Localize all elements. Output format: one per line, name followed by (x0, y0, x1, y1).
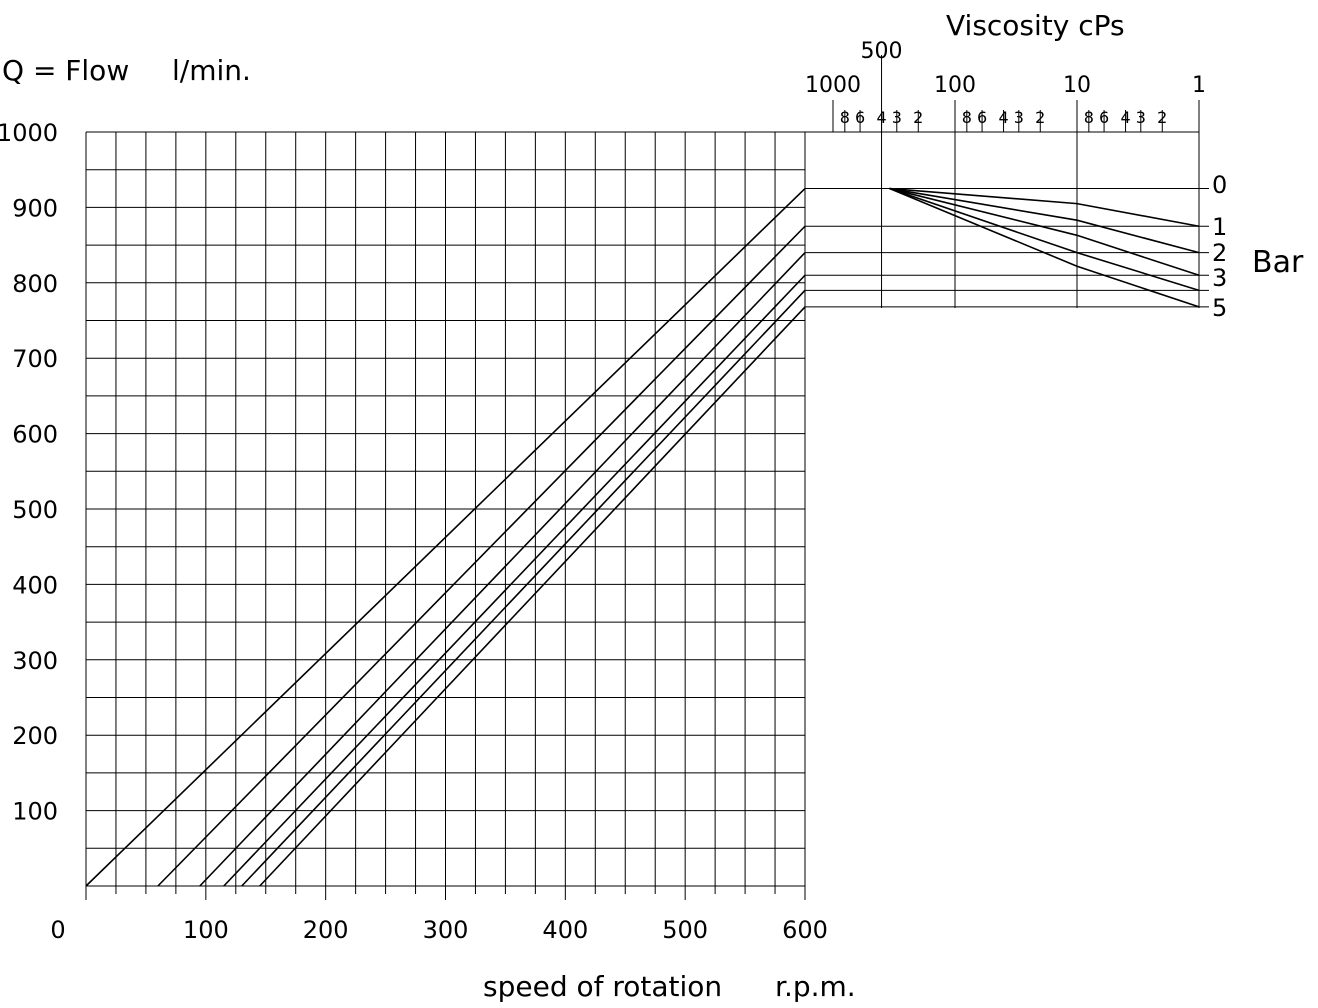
pressure-label: 1 (1212, 213, 1227, 241)
x-tick-label: 0 (50, 916, 65, 944)
flow-line (157, 225, 806, 887)
pressure-label: 3 (1212, 264, 1227, 292)
viscosity-pressure-line (889, 187, 1200, 292)
viscosity-minor-label: 4 (876, 108, 886, 127)
viscosity-title: Viscosity cPs (946, 9, 1125, 42)
x-tick-label: 200 (303, 916, 349, 944)
y-tick-label: 1000 (0, 119, 58, 147)
viscosity-minor-label: 3 (892, 108, 902, 127)
y-tick-labels: 100 200 300 400 500 600 700 800 900 1000 (0, 119, 58, 826)
viscosity-minor-label: 8 (840, 108, 850, 127)
pressure-label: 0 (1212, 171, 1227, 199)
viscosity-pressure-line (889, 187, 1200, 254)
viscosity-minor-label: 2 (1035, 108, 1045, 127)
y-tick-label: 100 (12, 798, 58, 826)
viscosity-minor-label: 6 (977, 108, 987, 127)
y-tick-label: 600 (12, 421, 58, 449)
viscosity-minor-label: 2 (1157, 108, 1167, 127)
viscosity-minor-label: 6 (1099, 108, 1109, 127)
viscosity-500-label: 500 (861, 39, 903, 64)
flow-line (223, 274, 806, 887)
flow-line (241, 289, 806, 887)
flow-line (199, 252, 806, 887)
viscosity-decade-label: 10 (1063, 73, 1091, 98)
x-tick-label: 300 (423, 916, 469, 944)
x-axis-unit: r.p.m. (775, 970, 856, 1003)
y-tick-label: 400 (12, 571, 58, 599)
viscosity-minor-label: 3 (1136, 108, 1146, 127)
pressure-label: 2 (1212, 239, 1227, 267)
viscosity-minor-label: 2 (913, 108, 923, 127)
viscosity-decade-label: 1 (1192, 73, 1206, 98)
pressure-label: 5 (1212, 294, 1227, 322)
viscosity-minor-label: 4 (1120, 108, 1130, 127)
viscosity-minor-label: 4 (998, 108, 1008, 127)
flow-curves (85, 187, 806, 887)
y-tick-label: 500 (12, 496, 58, 524)
viscosity-minor-label: 6 (855, 108, 865, 127)
x-tick-label: 600 (782, 916, 828, 944)
y-tick-label: 200 (12, 722, 58, 750)
x-tick-label: 500 (662, 916, 708, 944)
y-tick-label: 800 (12, 270, 58, 298)
y-tick-label: 700 (12, 345, 58, 373)
viscosity-minor-label: 8 (962, 108, 972, 127)
y-axis-label: Q = Flow (2, 54, 129, 87)
viscosity-pressure-line (889, 187, 1200, 228)
viscosity-minor-label: 3 (1014, 108, 1024, 127)
viscosity-decade-label: 1000 (805, 73, 861, 98)
flow-line (259, 306, 806, 887)
viscosity-pressure-line (889, 187, 1200, 277)
pressure-unit: Bar (1252, 245, 1304, 280)
viscosity-nomogram (805, 55, 1209, 308)
y-tick-label: 900 (12, 194, 58, 222)
y-axis-unit: l/min. (172, 54, 251, 87)
x-tick-label: 400 (542, 916, 588, 944)
viscosity-minor-label: 8 (1084, 108, 1094, 127)
flow-line (85, 187, 806, 887)
viscosity-pressure-line (889, 187, 1200, 308)
x-axis-label: speed of rotation (483, 970, 722, 1003)
x-tick-label: 100 (183, 916, 229, 944)
viscosity-decade-label: 100 (934, 73, 976, 98)
grid (85, 131, 806, 900)
x-tick-labels: 0 100 200 300 400 500 600 (50, 916, 828, 944)
y-tick-label: 300 (12, 647, 58, 675)
